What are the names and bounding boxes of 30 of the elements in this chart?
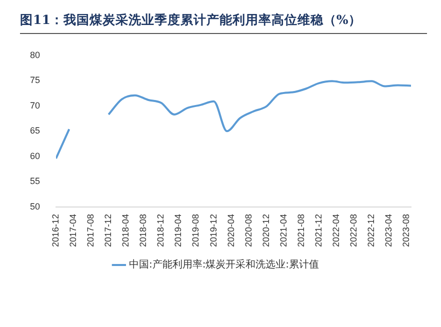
x-tick-label: 2022-04 [330,214,341,247]
y-tick-label: 80 [30,50,40,60]
x-tick-label: 2016-12 [50,214,60,247]
x-tick-label: 2021-04 [278,214,288,247]
x-tick-label: 2020-08 [243,214,254,247]
y-tick-label: 50 [30,201,40,212]
x-tick-label: 2019-12 [208,214,218,247]
x-tick-label: 2018-08 [138,214,148,247]
x-tick-label: 2020-04 [226,214,236,247]
x-tick-label: 2017-12 [103,214,114,247]
x-tick-label: 2018-04 [120,214,131,247]
x-tick-label: 2017-04 [68,214,78,247]
x-tick-label: 2021-08 [296,214,306,247]
x-tick-label: 2023-08 [401,214,412,247]
y-tick-label: 70 [30,100,40,110]
x-tick-label: 2018-12 [156,214,166,247]
y-tick-label: 55 [30,176,40,186]
x-tick-label: 2019-04 [173,214,184,247]
legend-label: 中国:产能利用率:煤炭开采和洗选业:累计值 [128,258,320,271]
y-tick-label: 65 [30,126,40,136]
chart-title: 图11：我国煤炭采洗业季度累计产能利用率高位维稳（%） [20,12,427,34]
x-tick-label: 2022-08 [348,214,359,247]
x-tick-label: 2021-12 [313,214,324,247]
y-tick-label: 60 [30,150,40,161]
x-tick-label: 2022-12 [366,214,376,247]
x-tick-label: 2017-08 [86,214,96,247]
y-tick-label: 75 [30,75,40,86]
x-tick-label: 2020-12 [260,214,271,247]
x-tick-label: 2023-04 [384,214,394,247]
x-tick-label: 2019-08 [190,214,201,247]
